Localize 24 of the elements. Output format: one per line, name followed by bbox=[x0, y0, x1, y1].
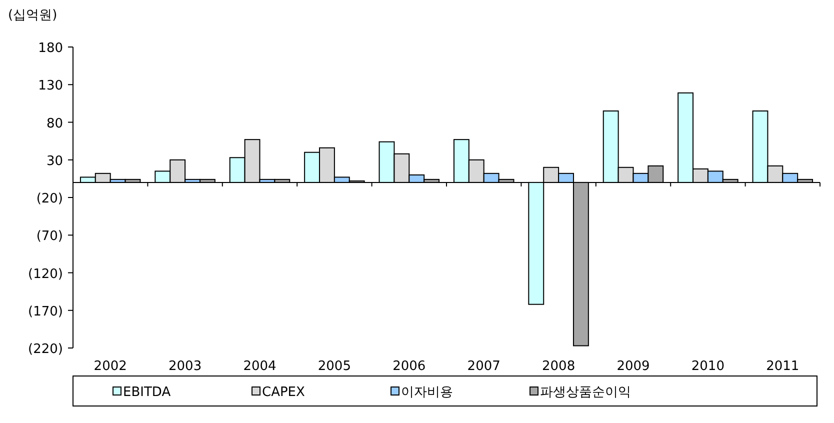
y-tick-label: 30 bbox=[46, 154, 63, 169]
x-tick-label: 2006 bbox=[392, 359, 426, 374]
x-tick-label: 2010 bbox=[691, 359, 724, 374]
y-tick-label: 180 bbox=[38, 41, 63, 56]
y-tick-label: (170) bbox=[28, 304, 63, 320]
x-tick-label: 2007 bbox=[467, 359, 500, 374]
x-tick-label: 2004 bbox=[243, 359, 276, 374]
x-tick-label: 2003 bbox=[168, 359, 202, 374]
y-axis-title: (십억원) bbox=[8, 8, 58, 23]
x-tick-label: 2002 bbox=[94, 359, 127, 374]
y-tick-label: (220) bbox=[28, 342, 63, 357]
x-tick-label: 2011 bbox=[766, 359, 800, 374]
x-tick-label: 2008 bbox=[542, 359, 576, 374]
legend-label: 파생상품순이익 bbox=[540, 385, 631, 400]
y-tick-label: 80 bbox=[46, 116, 63, 132]
legend-label: EBITDA bbox=[123, 385, 171, 400]
x-tick-label: 2005 bbox=[318, 359, 351, 374]
legend-label: 이자비용 bbox=[401, 385, 453, 400]
y-tick-label: (70) bbox=[36, 229, 63, 244]
y-tick-label: (20) bbox=[36, 192, 63, 206]
y-tick-label: 130 bbox=[38, 78, 63, 94]
legend-label: CAPEX bbox=[262, 385, 306, 400]
y-tick-label: (120) bbox=[28, 266, 63, 282]
x-tick-label: 2009 bbox=[616, 359, 650, 374]
